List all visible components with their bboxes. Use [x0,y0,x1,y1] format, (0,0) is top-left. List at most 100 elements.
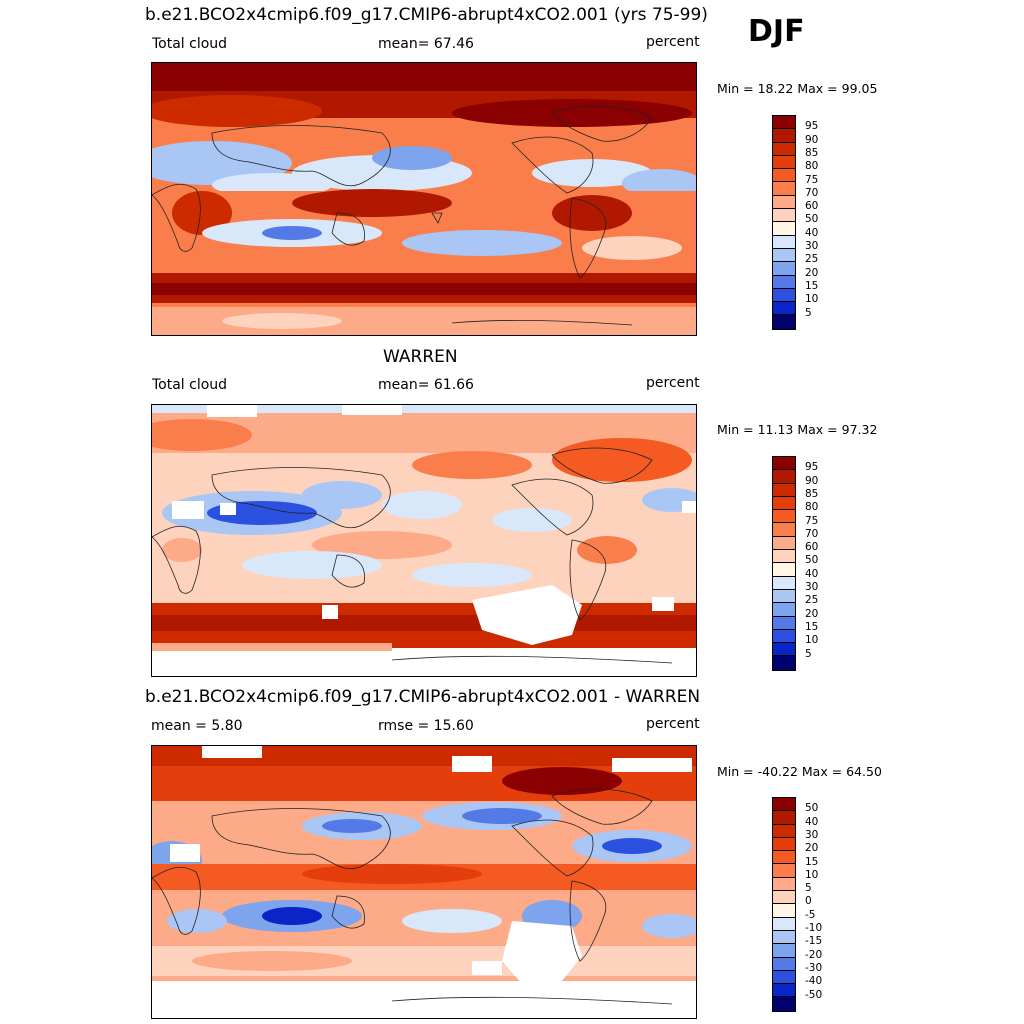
colorbar-tick-label: -30 [805,961,823,974]
colorbar-swatch [773,589,795,604]
colorbar-tick-label: 20 [805,842,819,855]
colorbar-tick-label: 5 [805,647,812,660]
panel-1-colorbar [772,115,796,330]
colorbar-tick-label: 25 [805,594,819,607]
colorbar-swatch [773,209,795,223]
colorbar-tick-label: 50 [805,213,819,226]
colorbar-tick-label: 40 [805,226,819,239]
colorbar-swatch [773,891,795,905]
colorbar-swatch [773,656,795,670]
colorbar-swatch [773,288,795,303]
colorbar-swatch [773,603,795,617]
colorbar-tick-label: 80 [805,501,819,514]
colorbar-swatch [773,536,795,551]
colorbar-swatch [773,837,795,852]
colorbar-swatch [773,798,795,812]
colorbar-tick-label: 85 [805,146,819,159]
colorbar-swatch [773,930,795,945]
panel-3-title: b.e21.BCO2x4cmip6.f09_g17.CMIP6-abrupt4x… [145,687,701,707]
colorbar-tick-label: 30 [805,240,819,252]
colorbar-swatch [773,182,795,196]
panel-3-units-label: percent [646,716,700,732]
colorbar-tick-label: 60 [805,541,819,554]
panel-2-map-field [152,405,696,676]
colorbar-swatch [773,917,795,931]
colorbar-tick-label: 40 [805,815,819,828]
colorbar-swatch [773,275,795,289]
colorbar-swatch [773,248,795,263]
colorbar-swatch [773,457,795,471]
colorbar-swatch [773,944,795,958]
panel-2-title: WARREN [383,347,458,367]
colorbar-swatch [773,904,795,918]
panel-3-minmax-label: Min = -40.22 Max = 64.50 [717,764,882,779]
colorbar-tick-label: 20 [805,266,819,279]
panel-2-variable-label: Total cloud [152,377,228,393]
colorbar-swatch [773,811,795,825]
colorbar-swatch [773,851,795,865]
colorbar-swatch [773,523,795,537]
colorbar-tick-label: 15 [805,279,819,292]
colorbar-tick-label: 60 [805,200,819,213]
colorbar-tick-label: 20 [805,607,819,620]
colorbar-swatch [773,864,795,878]
colorbar-swatch [773,824,795,838]
colorbar-tick-label: 10 [805,634,819,647]
colorbar-tick-label: 95 [805,461,819,474]
colorbar-tick-label: -15 [805,935,823,948]
colorbar-swatch [773,997,795,1011]
panel-1-map [151,62,697,336]
panel-3-rmse-label: rmse = 15.60 [378,718,474,734]
colorbar-swatch [773,957,795,971]
colorbar-swatch [773,643,795,657]
panel-1-mean-label: mean= 67.46 [378,36,474,52]
colorbar-swatch [773,129,795,143]
colorbar-swatch [773,563,795,577]
colorbar-swatch [773,302,795,316]
colorbar-tick-label: -40 [805,975,823,988]
colorbar-tick-label: 15 [805,620,819,633]
panel-2-minmax-label: Min = 11.13 Max = 97.32 [717,422,878,437]
colorbar-swatch [773,195,795,210]
colorbar-swatch [773,262,795,276]
panel-3-mean-label: mean = 5.80 [151,718,243,734]
colorbar-tick-label: 70 [805,186,819,199]
colorbar-tick-label: 30 [805,581,819,593]
colorbar-swatch [773,576,795,590]
colorbar-swatch [773,877,795,892]
colorbar-swatch [773,483,795,497]
panel-2-colorbar [772,456,796,671]
colorbar-tick-label: 75 [805,514,819,527]
colorbar-tick-label: 90 [805,474,819,487]
panel-1-variable-label: Total cloud [152,36,228,52]
colorbar-swatch [773,155,795,170]
panel-2-units-label: percent [646,375,700,391]
colorbar-tick-label: -20 [805,948,823,961]
colorbar-swatch [773,984,795,998]
panel-3-map [151,745,697,1019]
panel-3-map-field [152,746,696,1018]
colorbar-tick-label: 80 [805,160,819,173]
colorbar-swatch [773,235,795,249]
colorbar-swatch [773,629,795,644]
colorbar-swatch [773,550,795,564]
colorbar-swatch [773,970,795,985]
colorbar-tick-label: 5 [805,882,812,895]
colorbar-tick-label: -10 [805,922,823,934]
panel-2-mean-label: mean= 61.66 [378,377,474,393]
colorbar-tick-label: 85 [805,487,819,500]
colorbar-tick-label: 0 [805,895,812,908]
colorbar-tick-label: 40 [805,567,819,580]
colorbar-swatch [773,470,795,484]
colorbar-swatch [773,616,795,630]
colorbar-tick-label: 50 [805,802,819,815]
colorbar-tick-label: 15 [805,855,819,868]
colorbar-swatch [773,222,795,236]
colorbar-tick-label: 70 [805,527,819,540]
colorbar-tick-label: -5 [805,908,816,921]
colorbar-tick-label: 30 [805,828,819,841]
colorbar-tick-label: 10 [805,868,819,881]
panel-1-title: b.e21.BCO2x4cmip6.f09_g17.CMIP6-abrupt4x… [145,5,708,25]
colorbar-tick-label: -50 [805,988,823,1001]
colorbar-swatch [773,116,795,130]
